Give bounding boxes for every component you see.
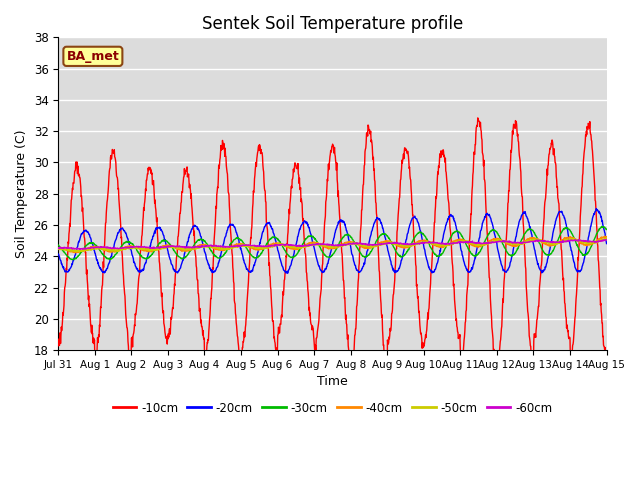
Y-axis label: Soil Temperature (C): Soil Temperature (C) [15,130,28,258]
Legend: -10cm, -20cm, -30cm, -40cm, -50cm, -60cm: -10cm, -20cm, -30cm, -40cm, -50cm, -60cm [108,397,557,419]
Title: Sentek Soil Temperature profile: Sentek Soil Temperature profile [202,15,463,33]
Text: BA_met: BA_met [67,50,119,63]
X-axis label: Time: Time [317,375,348,388]
